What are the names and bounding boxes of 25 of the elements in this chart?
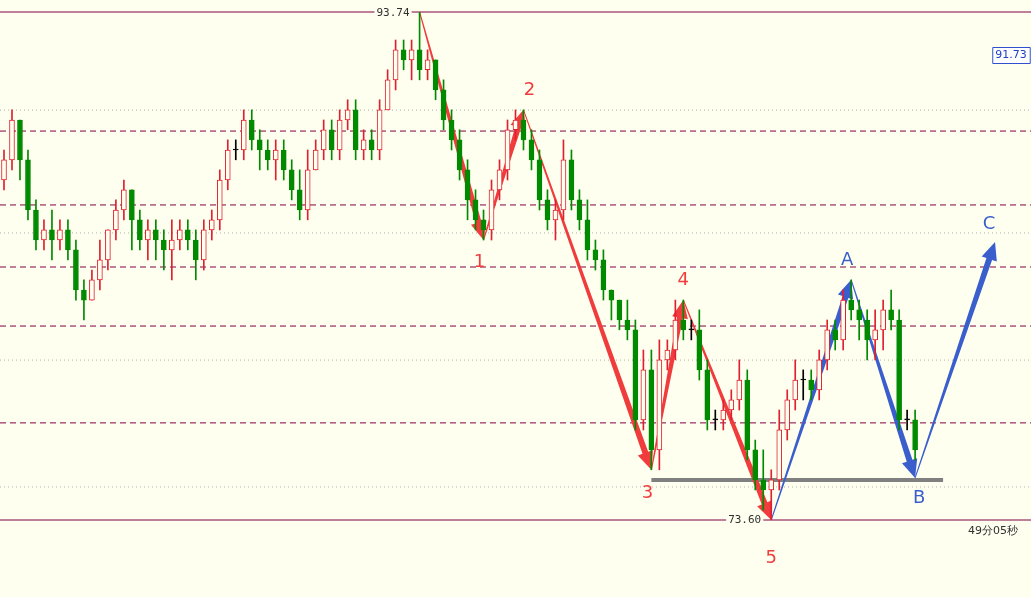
candlestick xyxy=(800,369,807,401)
candlestick xyxy=(760,449,767,511)
candlestick xyxy=(888,289,894,331)
annotation: 91.73 xyxy=(995,48,1027,62)
ref-line-label: 73.60 xyxy=(728,512,762,526)
annotation: A xyxy=(841,247,855,269)
candlestick xyxy=(768,469,775,520)
annotation: 5 xyxy=(765,545,777,567)
candlestick xyxy=(856,299,862,341)
candlestick xyxy=(872,309,878,361)
candlestick xyxy=(688,319,695,341)
annotation: 1 xyxy=(473,249,486,271)
annotation: C xyxy=(982,211,996,233)
annotation: 3 xyxy=(641,481,654,503)
ref-line-label: 93.74 xyxy=(376,5,410,19)
annotation: 4 xyxy=(677,267,690,289)
annotation: 2 xyxy=(523,77,536,99)
candlestick xyxy=(904,409,910,431)
candlestick xyxy=(712,409,719,431)
candlestick xyxy=(49,209,55,261)
candlestick xyxy=(169,219,175,281)
text: 49分05秒 xyxy=(968,523,1018,537)
candlestick xyxy=(232,139,239,161)
annotation: B xyxy=(912,485,926,507)
candlestick xyxy=(256,129,263,171)
